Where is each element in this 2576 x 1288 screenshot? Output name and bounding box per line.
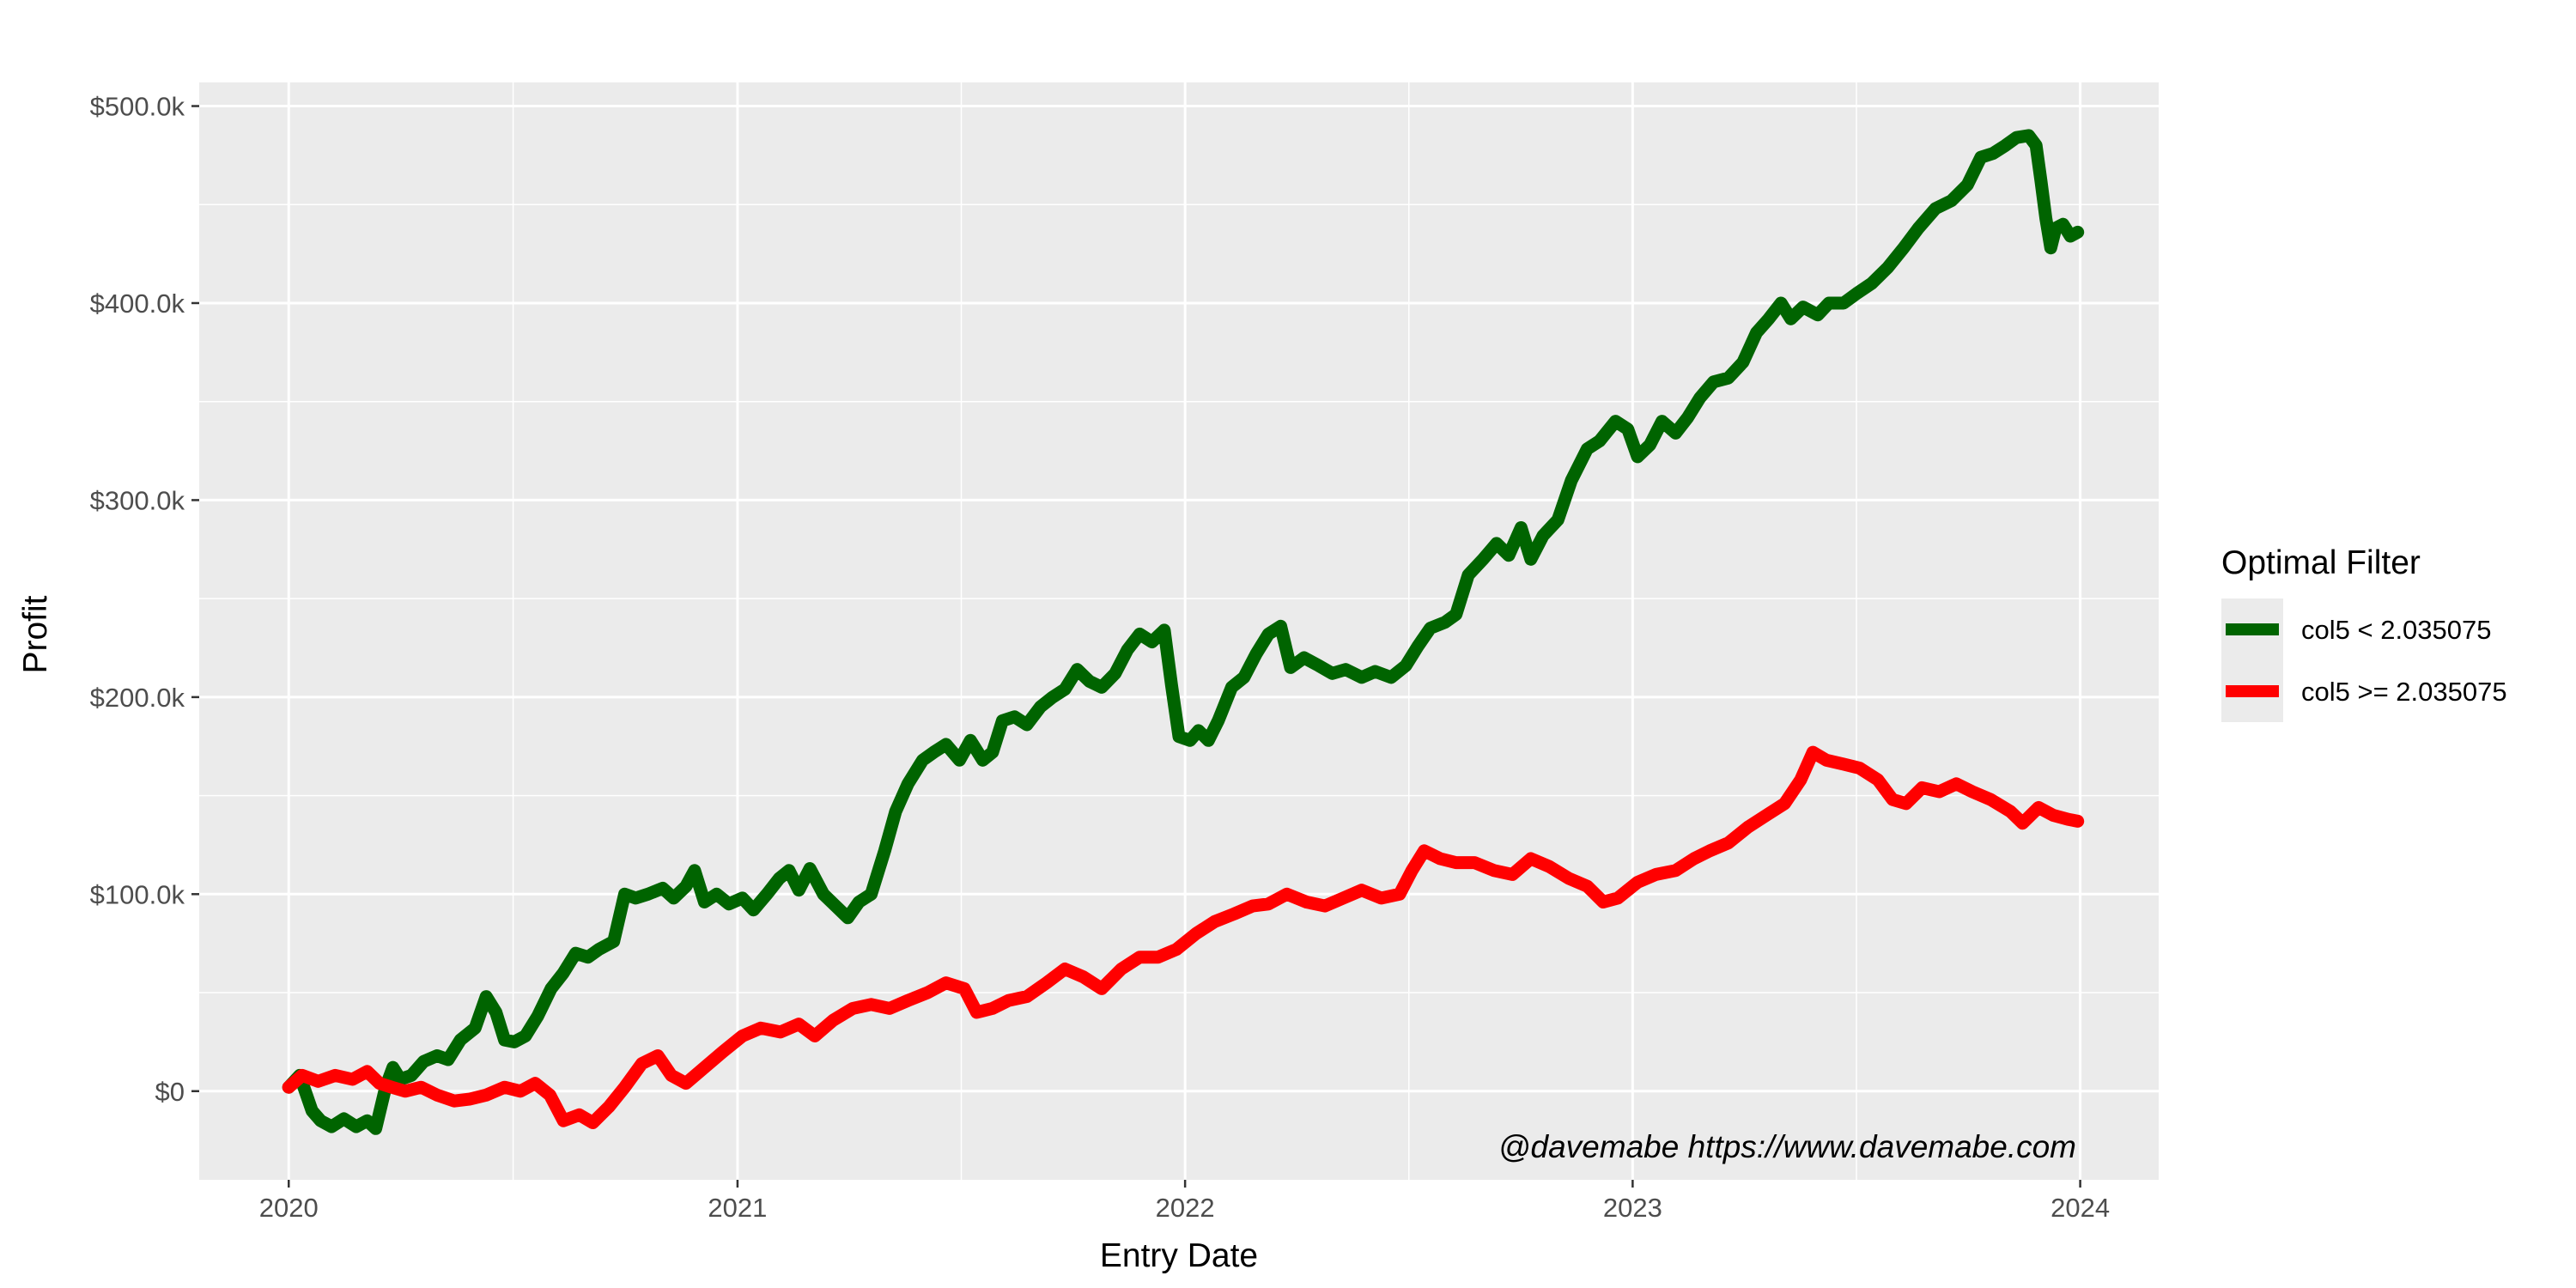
plot-panel [199,82,2159,1180]
major-gridlines [199,82,2159,1180]
legend-label-red: col5 >= 2.035075 [2301,677,2507,707]
series-lines [282,129,2085,1135]
x-tick-label: 2022 [1156,1193,1215,1223]
y-axis-title: Profit [17,595,54,673]
y-tick-label: $400.0k [90,289,185,319]
series-line-red [282,745,2085,1129]
y-tick-label: $200.0k [90,683,185,713]
y-tick-label: $100.0k [90,879,185,909]
y-tick-label: $300.0k [90,485,185,515]
axis-ticks: $0 $100.0k $200.0k $300.0k $400.0k $500.0k 202… [90,92,2110,1223]
series-line-green [282,129,2085,1135]
x-axis-title: Entry Date [1100,1237,1258,1274]
y-tick-label: $500.0k [90,92,185,122]
x-tick-label: 2024 [2050,1193,2110,1223]
watermark-annotation: @davemabe https://www.davemabe.com [1498,1129,2076,1164]
x-tick-label: 2020 [259,1193,319,1223]
legend: Optimal Filter col5 < 2.035075 col5 >= 2… [2221,544,2507,722]
y-tick-label: $0 [155,1077,185,1107]
minor-gridlines [199,82,2159,1180]
legend-title: Optimal Filter [2221,544,2421,581]
legend-label-green: col5 < 2.035075 [2301,615,2492,645]
x-tick-label: 2023 [1603,1193,1662,1223]
x-tick-label: 2021 [708,1193,767,1223]
